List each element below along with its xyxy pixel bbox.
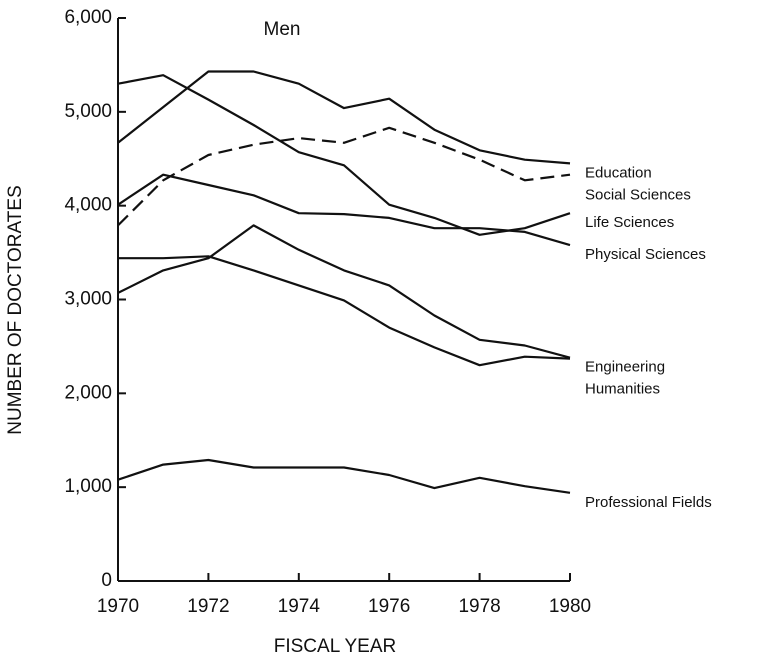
series-line [118,255,571,367]
series-label: Life Sciences [585,214,674,231]
series-label: Education [585,164,652,181]
x-tick-label: 1978 [458,596,500,617]
y-axis-label: NUMBER OF DOCTORATES [5,185,26,434]
x-tick-label: 1980 [549,596,591,617]
y-tick-label: 6,000 [64,7,112,28]
series-label: Professional Fields [585,494,712,511]
series-label: Humanities [585,381,660,398]
x-axis-label: FISCAL YEAR [274,636,397,657]
y-tick-label: 2,000 [64,382,112,403]
y-tick-label: 3,000 [64,289,112,310]
y-tick-label: 0 [101,570,112,591]
series-line [117,173,571,247]
x-tick-label: 1970 [97,596,139,617]
y-tick-label: 5,000 [64,101,112,122]
x-tick-label: 1974 [278,596,321,617]
series-line [117,74,571,236]
x-tick-label: 1972 [187,596,229,617]
series-line [117,70,571,165]
series-line [117,224,571,359]
y-tick-label: 4,000 [64,195,112,216]
series-label: Engineering [585,359,665,376]
series-label: Social Sciences [585,186,691,203]
series-label: Physical Sciences [585,246,706,263]
series-line [117,126,571,227]
chart-title: Men [264,19,301,40]
x-tick-label: 1976 [368,596,410,617]
y-tick-label: 1,000 [64,476,112,497]
series-line [117,458,571,494]
